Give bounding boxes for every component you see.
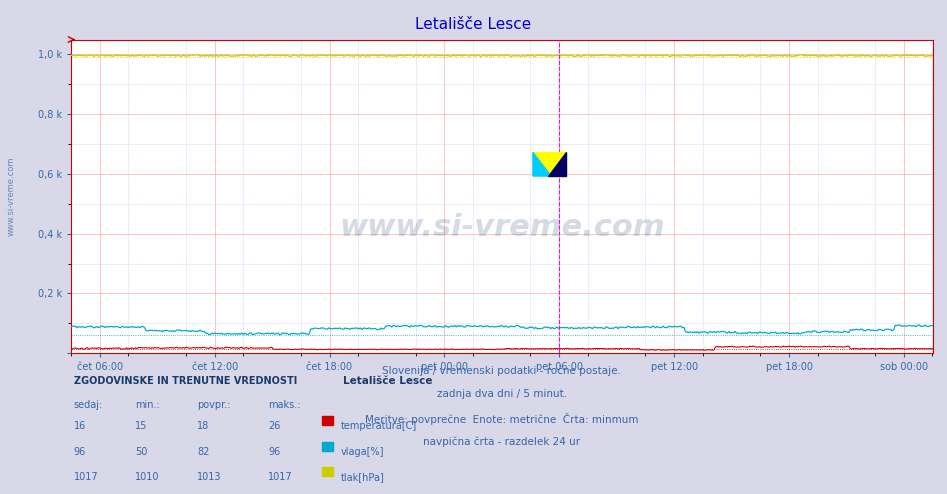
Text: www.si-vreme.com: www.si-vreme.com: [339, 213, 665, 242]
Text: vlaga[%]: vlaga[%]: [341, 447, 384, 456]
Text: zadnja dva dni / 5 minut.: zadnja dva dni / 5 minut.: [437, 389, 567, 399]
Text: 1017: 1017: [74, 472, 98, 482]
Text: 16: 16: [74, 421, 86, 431]
Text: 26: 26: [268, 421, 280, 431]
Polygon shape: [533, 153, 551, 176]
Text: Letališče Lesce: Letališče Lesce: [343, 376, 433, 386]
Text: ZGODOVINSKE IN TRENUTNE VREDNOSTI: ZGODOVINSKE IN TRENUTNE VREDNOSTI: [74, 376, 297, 386]
Bar: [533, 153, 565, 176]
Text: temperatura[C]: temperatura[C]: [341, 421, 418, 431]
Text: www.si-vreme.com: www.si-vreme.com: [7, 157, 16, 236]
Text: maks.:: maks.:: [268, 400, 300, 410]
Text: 1013: 1013: [197, 472, 222, 482]
Text: navpična črta - razdelek 24 ur: navpična črta - razdelek 24 ur: [423, 437, 581, 447]
Text: 82: 82: [197, 447, 209, 456]
Text: 96: 96: [74, 447, 86, 456]
Text: sedaj:: sedaj:: [74, 400, 103, 410]
Text: 50: 50: [135, 447, 148, 456]
Text: 1010: 1010: [135, 472, 160, 482]
Text: Letališče Lesce: Letališče Lesce: [416, 17, 531, 32]
Text: Meritve: povprečne  Enote: metrične  Črta: minmum: Meritve: povprečne Enote: metrične Črta:…: [366, 413, 638, 425]
Text: povpr.:: povpr.:: [197, 400, 230, 410]
Polygon shape: [547, 153, 565, 176]
Text: 1017: 1017: [268, 472, 293, 482]
Text: 18: 18: [197, 421, 209, 431]
Text: min.:: min.:: [135, 400, 160, 410]
Text: tlak[hPa]: tlak[hPa]: [341, 472, 384, 482]
Text: 15: 15: [135, 421, 148, 431]
Text: 96: 96: [268, 447, 280, 456]
Text: Slovenija / vremenski podatki - ročne postaje.: Slovenija / vremenski podatki - ročne po…: [383, 366, 621, 376]
